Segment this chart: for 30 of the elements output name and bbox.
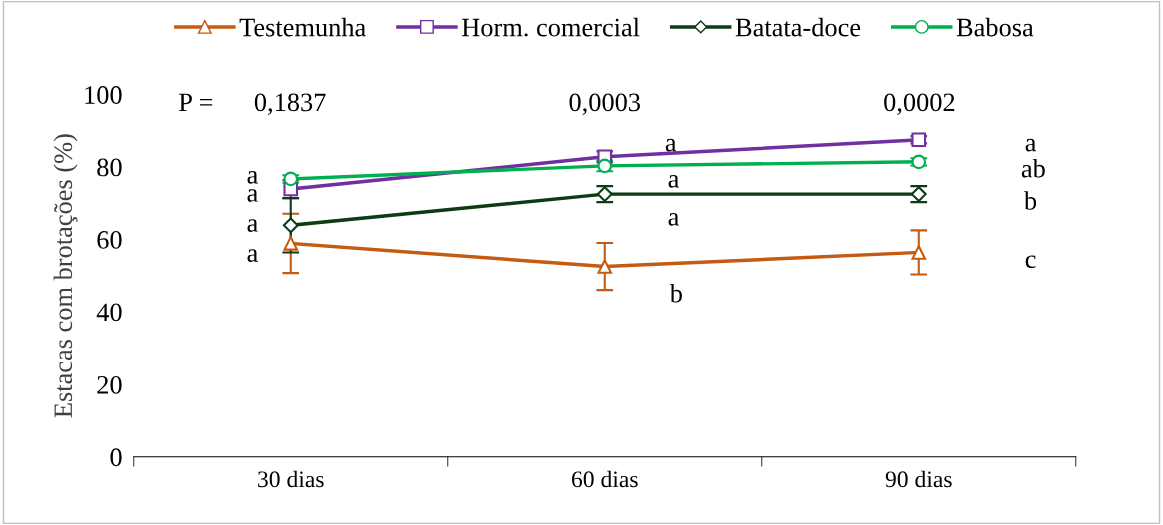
- annotation: a: [247, 189, 258, 202]
- y-tick-label: 100: [85, 86, 122, 104]
- annotation: b: [1023, 191, 1037, 210]
- annotation: ab: [1021, 158, 1045, 178]
- annotation: a: [247, 171, 258, 184]
- legend-label: Testemunha: [239, 17, 366, 37]
- annotation: a: [247, 219, 258, 232]
- annotation: a: [668, 213, 680, 226]
- x-tick-label: 30 dias: [258, 470, 324, 488]
- annotation: a: [668, 175, 680, 188]
- x-tick-label: 60 dias: [572, 470, 638, 488]
- annotation: 0,0003: [569, 93, 641, 116]
- annotation: P =: [179, 93, 213, 111]
- y-tick-label: 40: [96, 303, 122, 322]
- annotation: 0,1837: [254, 93, 326, 116]
- annotation: b: [669, 283, 682, 303]
- annotation: a: [1025, 138, 1037, 152]
- y-tick-label: 0: [110, 448, 122, 467]
- x-tick-label: 90 dias: [885, 470, 952, 488]
- legend-label: Batata-doce: [735, 17, 861, 37]
- annotation: c: [1025, 255, 1036, 269]
- y-tick-label: 20: [97, 375, 122, 394]
- annotation: 0,0002: [884, 93, 955, 116]
- y-tick-label: 60: [97, 231, 122, 249]
- legend-label: Babosa: [956, 17, 1034, 37]
- y-axis-title: Estacas com brotações (%): [53, 134, 78, 418]
- annotation: a: [247, 249, 258, 262]
- legend-label: Horm. comercial: [462, 17, 640, 37]
- annotation: a: [665, 138, 677, 152]
- y-tick-label: 80: [97, 158, 122, 177]
